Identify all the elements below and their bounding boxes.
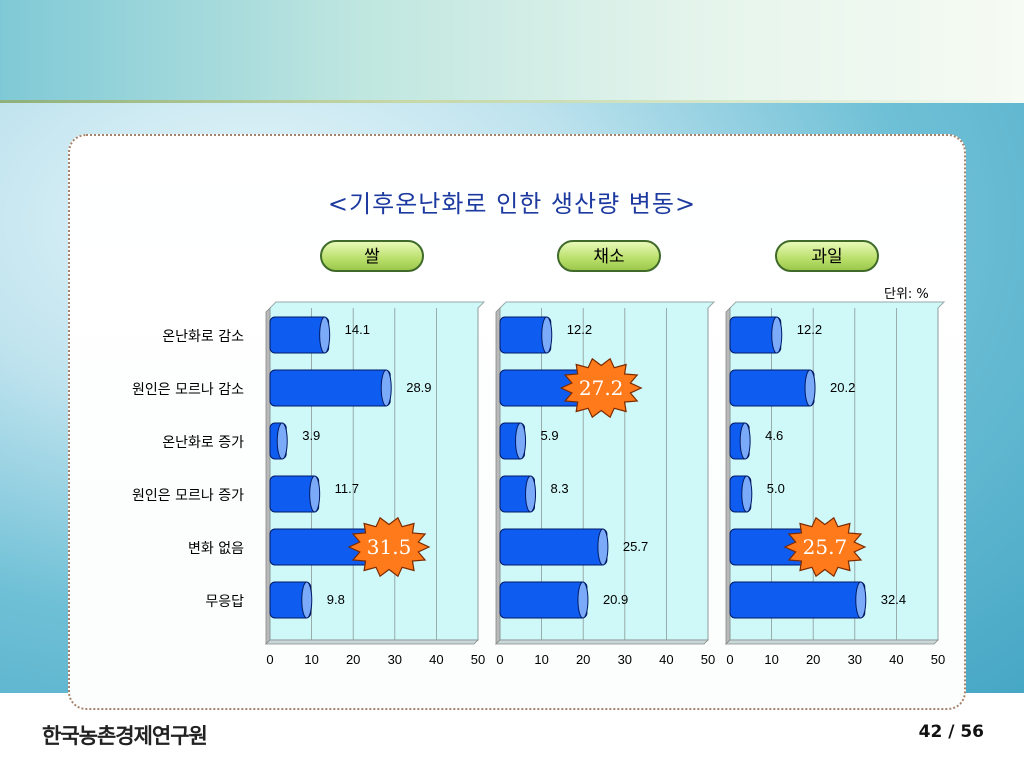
chart-title: <기후온난화로 인한 생산량 변동> [327,190,697,218]
x-tick-label: 40 [659,652,673,667]
bar [499,581,588,619]
x-tick-label: 0 [266,652,273,667]
x-tick-label: 20 [806,652,820,667]
data-label: 8.3 [551,481,569,496]
data-label: 5.9 [541,428,559,443]
highlight-burst [347,516,431,578]
bar-cap [739,422,751,460]
plot-floor [725,639,939,645]
data-label: 12.2 [567,322,592,337]
bar-cap [319,316,331,354]
unit-label: 단위: % [884,287,929,302]
category-label: 원인은 모르나 감소 [132,382,244,398]
data-label: 9.8 [327,592,345,607]
category-label: 무응답 [205,594,244,610]
plot-floor [495,639,709,645]
x-tick-label: 50 [931,652,945,667]
plot-side-wall [265,307,271,645]
bar-cap [541,316,553,354]
panel-label-vegetables: 채소 [557,240,661,272]
category-label: 온난화로 증가 [162,435,244,451]
bar-cap [577,581,589,619]
x-tick-label: 20 [576,652,590,667]
bar-cap [804,369,816,407]
data-label: 12.2 [797,322,822,337]
institute-logo: 한국농촌경제연구원 [42,724,208,748]
data-label: 28.9 [406,380,431,395]
data-label: 20.2 [830,380,855,395]
bar-cap [741,475,753,513]
data-label: 11.7 [335,481,359,496]
data-label: 5.0 [767,481,785,496]
data-label: 14.1 [345,322,370,337]
x-tick-label: 50 [471,652,485,667]
x-tick-label: 30 [618,652,632,667]
bar [729,369,815,407]
x-tick-label: 40 [889,652,903,667]
data-label: 20.9 [603,592,628,607]
plot-side-wall [495,307,501,645]
bar-cap [301,581,313,619]
bar-cap [597,528,609,566]
x-tick-label: 10 [534,652,548,667]
bar [499,528,608,566]
panel-label-rice: 쌀 [320,240,424,272]
plot-side-wall [725,307,731,645]
x-tick-label: 10 [764,652,778,667]
bar-cap [309,475,321,513]
data-label: 3.9 [302,428,320,443]
bar-cap [525,475,537,513]
x-tick-label: 30 [388,652,402,667]
highlight-burst [783,516,867,578]
data-label: 4.6 [765,428,783,443]
bar-cap [276,422,288,460]
data-label: 25.7 [623,539,648,554]
category-label: 온난화로 감소 [162,329,244,345]
x-tick-label: 40 [429,652,443,667]
category-label: 변화 없음 [188,541,244,557]
panel-label-fruit: 과일 [775,240,879,272]
bar-cap [380,369,392,407]
category-label: 원인은 모르나 증가 [132,488,244,504]
bar [729,581,866,619]
header-divider [0,100,1024,103]
header-background [0,0,1024,110]
data-label-highlight: 27.2 [579,376,624,400]
x-tick-label: 0 [726,652,733,667]
x-tick-label: 50 [701,652,715,667]
bar-cap [515,422,527,460]
x-tick-label: 0 [496,652,503,667]
data-label: 32.4 [881,592,906,607]
bar [269,369,391,407]
bar-cap [771,316,783,354]
plot-floor [265,639,479,645]
x-tick-label: 10 [304,652,318,667]
x-tick-label: 20 [346,652,360,667]
bar-cap [855,581,867,619]
x-tick-label: 30 [848,652,862,667]
data-label-highlight: 25.7 [803,535,848,559]
page-indicator: 42 / 56 [918,722,984,742]
highlight-burst [559,357,643,419]
data-label-highlight: 31.5 [367,535,412,559]
